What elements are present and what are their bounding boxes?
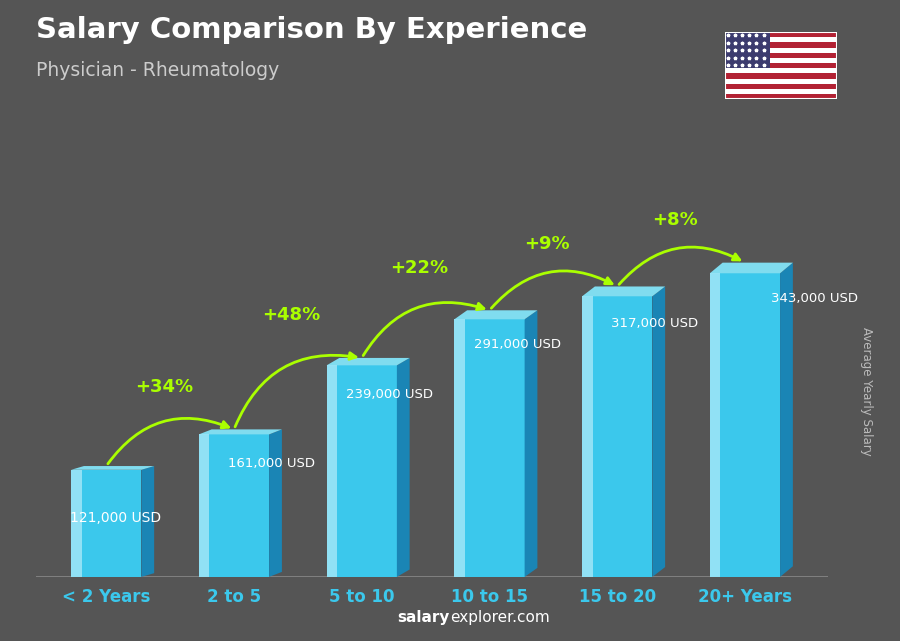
Bar <box>724 89 837 94</box>
Bar <box>582 296 652 577</box>
Text: 291,000 USD: 291,000 USD <box>474 338 562 351</box>
Text: 317,000 USD: 317,000 USD <box>611 317 698 329</box>
Polygon shape <box>710 263 793 273</box>
Bar <box>710 273 720 577</box>
Polygon shape <box>199 429 282 435</box>
Polygon shape <box>582 287 665 296</box>
Bar <box>724 84 837 89</box>
Polygon shape <box>780 263 793 577</box>
Polygon shape <box>525 310 537 577</box>
Bar <box>71 470 82 577</box>
Text: Average Yearly Salary: Average Yearly Salary <box>860 327 873 455</box>
Text: +9%: +9% <box>524 235 570 253</box>
Bar <box>724 47 837 53</box>
Bar <box>454 319 465 577</box>
Text: Salary Comparison By Experience: Salary Comparison By Experience <box>36 16 587 44</box>
Polygon shape <box>454 310 537 319</box>
Text: Physician - Rheumatology: Physician - Rheumatology <box>36 61 279 80</box>
Bar <box>724 32 837 37</box>
Bar <box>724 69 837 74</box>
Bar <box>454 319 525 577</box>
Text: 343,000 USD: 343,000 USD <box>770 292 858 305</box>
Bar <box>724 53 837 58</box>
Bar <box>724 58 837 63</box>
Text: salary: salary <box>398 610 450 625</box>
Polygon shape <box>327 358 410 365</box>
Polygon shape <box>397 358 410 577</box>
Bar <box>71 470 141 577</box>
Text: +34%: +34% <box>135 378 193 396</box>
Bar <box>582 296 592 577</box>
Text: +22%: +22% <box>391 259 448 277</box>
Bar <box>327 365 397 577</box>
Bar <box>724 63 837 69</box>
Text: 121,000 USD: 121,000 USD <box>70 511 161 525</box>
Bar <box>724 74 837 79</box>
Bar <box>327 365 338 577</box>
Text: 239,000 USD: 239,000 USD <box>346 388 434 401</box>
Bar <box>724 79 837 84</box>
Bar <box>710 273 780 577</box>
Bar <box>199 435 269 577</box>
Bar <box>724 32 770 69</box>
Polygon shape <box>71 466 154 470</box>
Text: +8%: +8% <box>652 211 698 229</box>
Bar <box>724 42 837 47</box>
Text: 161,000 USD: 161,000 USD <box>228 456 315 470</box>
Polygon shape <box>652 287 665 577</box>
Text: explorer.com: explorer.com <box>450 610 550 625</box>
Bar <box>199 435 210 577</box>
Text: +48%: +48% <box>263 306 320 324</box>
Bar <box>724 37 837 42</box>
Bar <box>724 94 837 99</box>
Polygon shape <box>269 429 282 577</box>
Polygon shape <box>141 466 154 577</box>
